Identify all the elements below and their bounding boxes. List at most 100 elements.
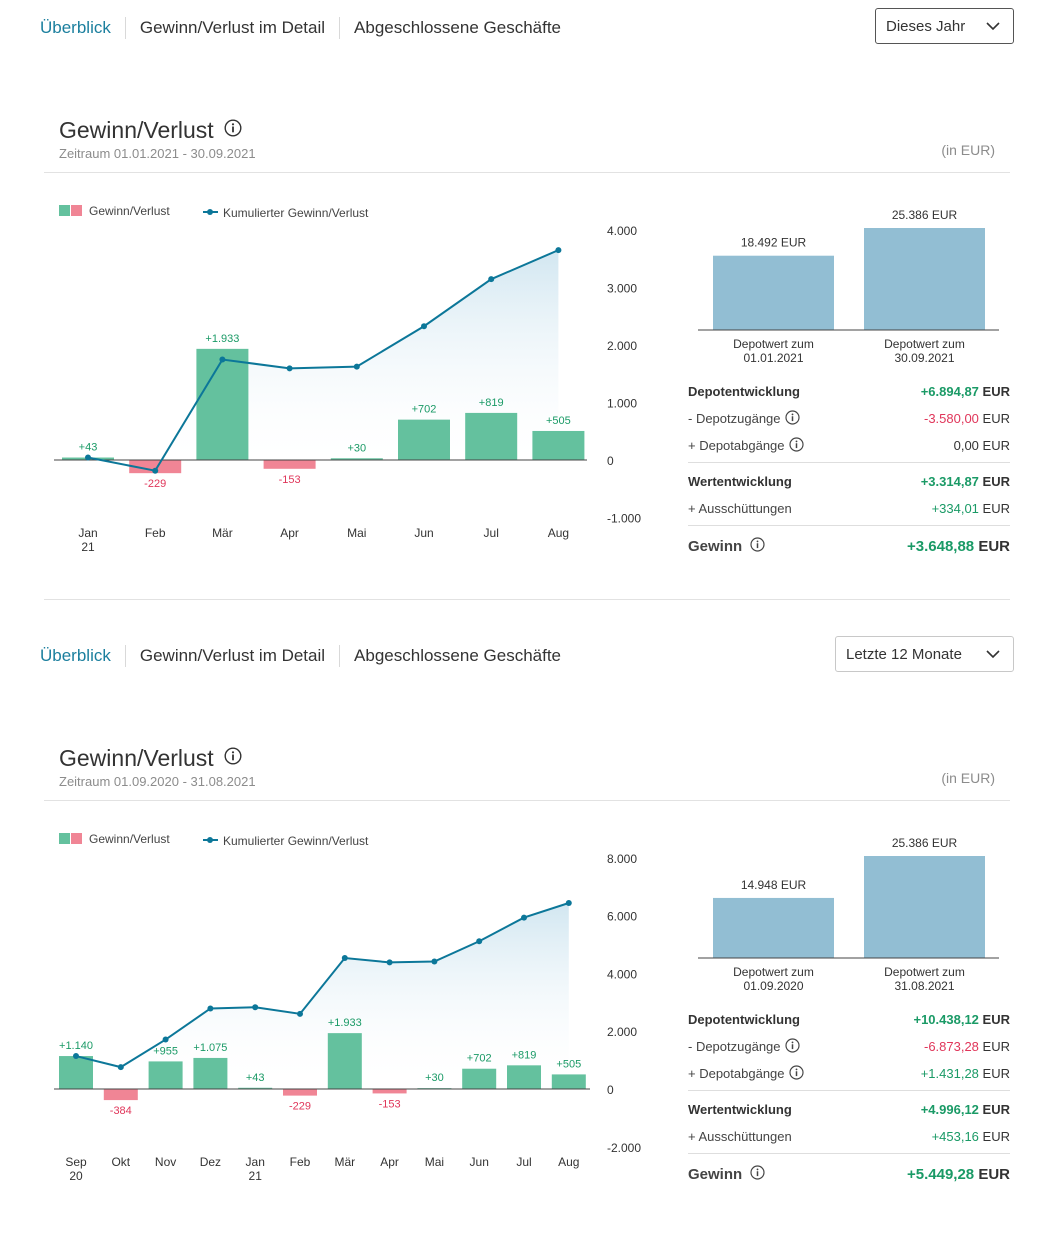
summary-value: +5.449,28: [907, 1165, 975, 1183]
cumulative-point: [117, 1064, 124, 1071]
info-icon[interactable]: [784, 1037, 800, 1056]
cumulative-point: [152, 467, 159, 474]
x-tick-label-year: 21: [81, 540, 95, 554]
bar-value-label: +30: [347, 442, 366, 454]
page-title: Gewinn/Verlust: [59, 745, 214, 771]
bar: [327, 1033, 362, 1089]
summary-row-gewinn: Gewinn +5.449,28 EUR: [688, 1159, 1010, 1189]
info-icon[interactable]: [784, 409, 800, 428]
info-icon[interactable]: [750, 1164, 765, 1184]
cumulative-point: [219, 356, 226, 363]
bar: [330, 458, 383, 460]
bar-value-label: +505: [556, 1058, 581, 1070]
summary-row-abgaenge: + Depotabgänge 0,00 EUR: [688, 432, 1010, 459]
bar: [196, 348, 249, 460]
x-tick-label: Mär: [212, 526, 233, 540]
cumulative-area: [76, 902, 569, 1089]
depot-value-label: 18.492 EUR: [741, 236, 807, 250]
divider: [44, 800, 1010, 801]
cumulative-point: [488, 276, 495, 283]
cumulative-point: [421, 323, 427, 330]
depot-caption: Depotwert zum: [884, 337, 965, 351]
summary-row-ausschuettungen: + Ausschüttungen +334,01 EUR: [688, 495, 1010, 522]
cumulative-point: [431, 958, 438, 965]
tab-closed-trades[interactable]: Abgeschlossene Geschäfte: [354, 646, 562, 665]
bar-value-label: -153: [279, 474, 301, 486]
summary-row-zugaenge: - Depotzugänge -3.580,00 EUR: [688, 405, 1010, 432]
chart-title: Gewinn/Verlust: [59, 117, 242, 144]
info-icon[interactable]: [788, 436, 804, 455]
x-tick-label: Okt: [111, 1155, 130, 1169]
x-tick-label: Nov: [155, 1155, 176, 1169]
y-tick-label: 2.000: [607, 339, 637, 353]
view-tabs: Überblick Gewinn/Verlust im Detail Abges…: [40, 645, 561, 667]
depot-caption-date: 01.09.2020: [743, 979, 803, 993]
bar: [398, 419, 450, 460]
period-select[interactable]: Letzte 12 Monate: [835, 636, 1014, 672]
summary-label: + Depotabgänge: [688, 1066, 785, 1081]
depot-value-bar: [713, 255, 834, 330]
summary-label: Gewinn: [688, 537, 743, 555]
period-select[interactable]: Dieses Jahr: [875, 8, 1014, 44]
summary-label: - Depotzugänge: [688, 411, 781, 426]
info-icon[interactable]: [224, 747, 242, 770]
summary-value: +10.438,12: [913, 1012, 979, 1027]
x-tick-label: Jan: [246, 1155, 265, 1169]
cumulative-point: [476, 938, 483, 945]
summary-value: +4.996,12: [920, 1102, 979, 1117]
profit-loss-chart: Gewinn/Verlust Kumulierter Gewinn/Verlust…: [54, 204, 999, 554]
x-tick-label: Mai: [425, 1155, 444, 1169]
bar-value-label: +1.933: [205, 333, 239, 345]
depot-value-label: 14.948 EUR: [741, 878, 807, 892]
chevron-down-icon: [986, 650, 1000, 659]
x-tick-label: Mai: [347, 526, 366, 540]
bar: [263, 460, 316, 469]
bar: [372, 1089, 407, 1094]
cumulative-point: [73, 1053, 79, 1060]
info-icon[interactable]: [750, 536, 765, 556]
summary-value: 0,00: [953, 438, 979, 453]
legend-label-bars: Gewinn/Verlust: [89, 204, 170, 218]
tab-closed-trades[interactable]: Abgeschlossene Geschäfte: [354, 18, 562, 37]
currency: EUR: [982, 1012, 1010, 1027]
info-icon[interactable]: [788, 1064, 804, 1083]
cumulative-point: [297, 1010, 303, 1017]
depot-caption-date: 30.09.2021: [894, 351, 954, 365]
tab-overview[interactable]: Überblick: [40, 18, 111, 37]
currency: EUR: [982, 501, 1010, 516]
x-tick-label: Jun: [470, 1155, 489, 1169]
y-tick-label: 6.000: [607, 910, 637, 924]
summary-value: +1.431,28: [920, 1066, 979, 1081]
x-tick-label: Aug: [548, 526, 569, 540]
y-tick-label: 1.000: [607, 397, 637, 411]
bar: [507, 1065, 541, 1089]
y-tick-label: 2.000: [607, 1025, 637, 1039]
currency: EUR: [982, 438, 1010, 453]
summary-label: Depotentwicklung: [688, 1012, 800, 1027]
bar: [129, 460, 182, 474]
divider: [688, 1090, 1010, 1091]
summary-value: -3.580,00: [923, 411, 979, 426]
summary-label: Wertentwicklung: [688, 474, 792, 489]
depot-value-bar: [713, 897, 834, 958]
divider: [688, 462, 1010, 463]
depot-value-bar: [864, 228, 985, 330]
bar-value-label: +43: [79, 442, 98, 454]
summary-row-abgaenge: + Depotabgänge +1.431,28 EUR: [688, 1060, 1010, 1087]
bar-value-label: +505: [546, 415, 571, 427]
x-tick-label: Jul: [484, 526, 499, 540]
y-tick-label: 4.000: [607, 224, 637, 238]
period-select-value: Dieses Jahr: [886, 17, 966, 35]
tab-profit-loss-detail[interactable]: Gewinn/Verlust im Detail: [139, 18, 326, 37]
cumulative-point: [207, 1005, 214, 1012]
currency: EUR: [982, 1066, 1010, 1081]
tab-profit-loss-detail[interactable]: Gewinn/Verlust im Detail: [139, 646, 326, 665]
summary-row-depotentwicklung: Depotentwicklung +6.894,87 EUR: [688, 378, 1010, 405]
tab-divider: [339, 17, 341, 39]
summary-value: -6.873,28: [923, 1039, 979, 1054]
x-tick-label: Feb: [145, 526, 166, 540]
info-icon[interactable]: [224, 119, 242, 142]
tab-overview[interactable]: Überblick: [40, 646, 111, 665]
y-tick-label: -2.000: [607, 1141, 641, 1155]
summary-row-zugaenge: - Depotzugänge -6.873,28 EUR: [688, 1033, 1010, 1060]
